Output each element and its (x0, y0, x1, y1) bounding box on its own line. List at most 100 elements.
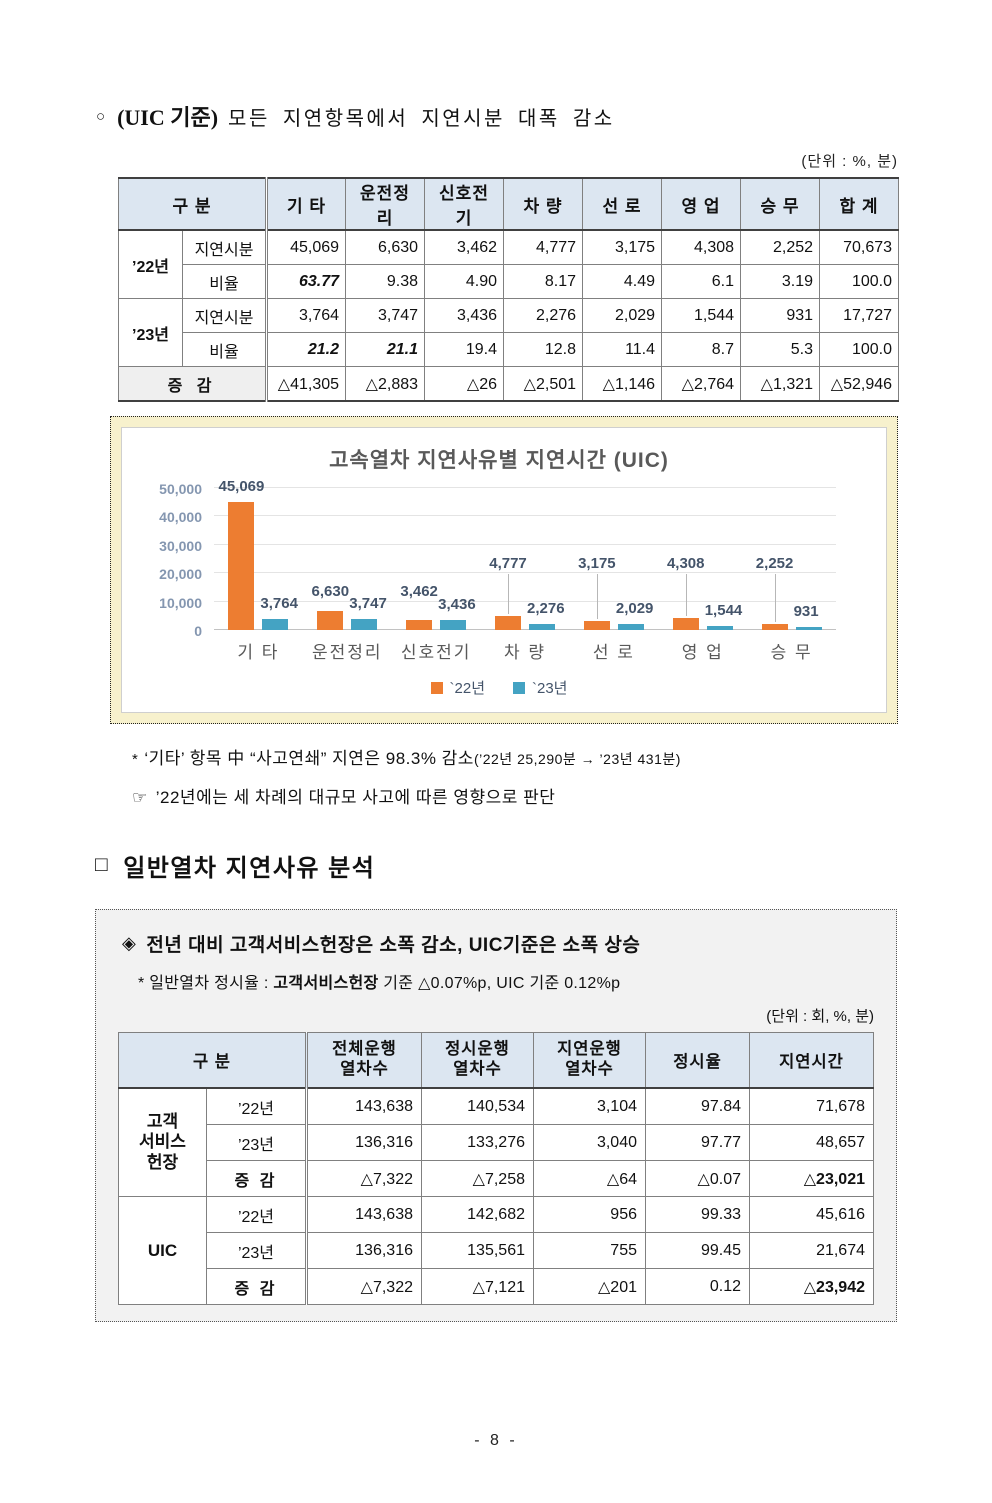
data-label-23: 3,747 (349, 595, 387, 613)
row-label: 비율 (181, 264, 268, 299)
heading-strong-text: (UIC 기준) (117, 105, 219, 130)
bar-23 (529, 623, 555, 630)
table-cell: 45,616 (749, 1196, 874, 1233)
table-row: 고객 서비스 헌장 ’22년 143,638 140,534 3,104 97.… (117, 1087, 874, 1197)
subnote-rest: 기준 △0.07%p, UIC 기준 0.12%p (378, 975, 621, 992)
gridline (214, 543, 836, 545)
chart-y-axis: 50,000 40,000 30,000 20,000 10,000 0 (136, 481, 214, 639)
data-label-22: 4,308 (666, 555, 705, 572)
column-header: 정시율 (645, 1032, 750, 1089)
legend-label: `23년 (532, 680, 568, 697)
table-cell: △1,321 (740, 366, 821, 402)
table-cell: 99.33 (645, 1196, 750, 1233)
row-label-year: ’23년 (118, 298, 183, 367)
table-cell: △23,942 (749, 1268, 874, 1305)
table-row: ’23년 지연시분 3,764 3,747 3,436 2,276 2,029 … (118, 298, 900, 367)
table-cell: 4.90 (424, 264, 505, 299)
bar-22 (406, 620, 433, 630)
heading-text: 모든 지연항목에서 지연시분 대폭 감소 (228, 107, 615, 130)
data-label-23: 3,436 (438, 596, 476, 614)
row-group-label: UIC (117, 1196, 207, 1305)
table-row-diff: 증 감 △41,305 △2,883 △26 △2,501 △1,146 △2,… (117, 366, 900, 402)
bar-22 (317, 611, 344, 630)
bar-23 (617, 624, 644, 630)
row-label: 지연시분 (181, 229, 268, 265)
row-label-diff: 증 감 (205, 1268, 308, 1305)
table-cell: △7,258 (421, 1160, 534, 1197)
table-cell: △7,322 (305, 1160, 422, 1197)
row-label: 지연시분 (181, 298, 268, 333)
table-cell: 17,727 (819, 298, 900, 333)
table-cell: △26 (424, 366, 505, 402)
table-cell: 70,673 (819, 229, 900, 265)
table-row-diff: 증 감 △7,322 △7,121 △201 0.12 △23,942 (118, 1268, 874, 1305)
table-cell: 136,316 (305, 1232, 422, 1269)
table-cell: 4.49 (582, 264, 663, 299)
row-label-year: ’22년 (118, 229, 183, 299)
x-category-label: 승 무 (770, 643, 813, 662)
x-category-label: 선 로 (592, 643, 635, 662)
data-label-23: 2,276 (527, 599, 565, 617)
page-number: - 8 - (474, 1432, 518, 1449)
table-cell: △201 (533, 1268, 646, 1305)
row-group-label: 고객 서비스 헌장 (117, 1087, 207, 1197)
table-row: UIC ’22년 143,638 142,682 956 99.33 45,61… (117, 1196, 874, 1305)
x-category-label: 기 타 (237, 643, 280, 662)
table-header-row: 구 분 전체운행 열차수 정시운행 열차수 지연운행 열차수 정시율 지연시간 (117, 1032, 874, 1089)
data-label-22: 2,252 (755, 555, 794, 572)
legend-item: `22년 (430, 677, 485, 698)
legend-swatch-icon (430, 681, 443, 694)
table-cell: 1,544 (661, 298, 742, 333)
bar-22 (495, 616, 521, 630)
table-cell: 4,308 (661, 229, 742, 265)
table-cell: 931 (740, 298, 821, 333)
gridline (214, 629, 836, 630)
uic-delay-table: 구 분 기 타 운전정리 신호전기 차 량 선 로 영 업 승 무 합 계 ’2… (117, 177, 900, 402)
table-cell: 21.2 (265, 332, 347, 367)
heading-uic-summary: ○ (UIC 기준) 모든 지연항목에서 지연시분 대폭 감소 (96, 100, 992, 132)
data-label-23: 1,544 (704, 601, 743, 619)
column-header: 신호전기 (424, 177, 505, 231)
column-header: 지연시간 (749, 1032, 874, 1089)
bar-pair (228, 502, 289, 630)
row-label: ’23년 (205, 1124, 308, 1161)
bar-22 (672, 617, 699, 630)
table-cell: 4,777 (503, 229, 584, 265)
box-headline-text: 전년 대비 고객서비스헌장은 소폭 감소, UIC기준은 소폭 상승 (146, 935, 641, 956)
table-cell: 956 (533, 1196, 646, 1233)
column-header: 운전정리 (345, 177, 426, 231)
table-cell: 3,040 (533, 1124, 646, 1161)
y-tick-label: 0 (194, 623, 202, 639)
x-category-label: 신호전기 (400, 643, 472, 662)
table-cell: △2,883 (345, 366, 426, 402)
gridline (214, 600, 836, 602)
unit-label-table1: (단위 : %, 분) (801, 153, 898, 170)
table-cell: 140,534 (421, 1087, 534, 1125)
x-category-label: 영 업 (681, 643, 724, 662)
table-cell: 3,104 (533, 1087, 646, 1125)
table-cell: △52,946 (819, 366, 900, 402)
table-cell: 136,316 (305, 1124, 422, 1161)
table-cell: 0.12 (645, 1268, 750, 1305)
table-cell: 2,276 (503, 298, 584, 333)
table-cell: 3.19 (740, 264, 821, 299)
table-row-diff: 증 감 △7,322 △7,258 △64 △0.07 △23,021 (118, 1160, 874, 1197)
table-cell: 11.4 (582, 332, 663, 367)
bar-group: 4,777 2,276 (481, 488, 570, 630)
x-category-label: 차 량 (504, 643, 547, 662)
bar-23 (440, 620, 467, 630)
row-label: 비율 (181, 332, 268, 367)
bar-group: 2,252 931 (747, 488, 836, 630)
row-label: ’23년 (205, 1232, 308, 1269)
column-header: 승 무 (740, 177, 821, 231)
table-cell: △7,322 (305, 1268, 422, 1305)
data-label-22: 45,069 (218, 478, 265, 496)
y-tick-label: 40,000 (159, 509, 202, 526)
table-cell: △7,121 (421, 1268, 534, 1305)
table-cell: 143,638 (305, 1087, 422, 1125)
note-accident-chain: * ‘기타’ 항목 中 “사고연쇄” 지연은 98.3% 감소(’22년 25,2… (132, 744, 992, 769)
table-cell: 143,638 (305, 1196, 422, 1233)
column-header: 구 분 (117, 177, 268, 231)
bar-group: 4,308 1,544 (658, 488, 747, 630)
note-judgement: ☞ ’22년에는 세 차례의 대규모 사고에 따른 영향으로 판단 (132, 783, 992, 808)
